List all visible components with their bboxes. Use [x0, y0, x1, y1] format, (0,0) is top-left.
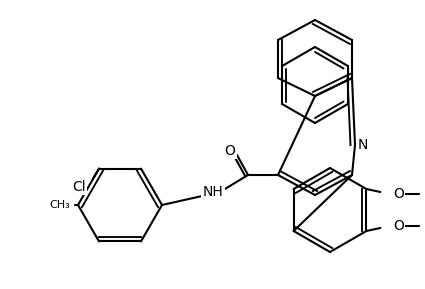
Text: NH: NH [203, 185, 224, 199]
Text: O: O [393, 219, 404, 233]
Text: N: N [358, 138, 368, 152]
Text: O: O [224, 144, 235, 158]
Text: O: O [393, 187, 404, 201]
Text: CH₃: CH₃ [50, 200, 71, 210]
Text: Cl: Cl [72, 180, 86, 194]
